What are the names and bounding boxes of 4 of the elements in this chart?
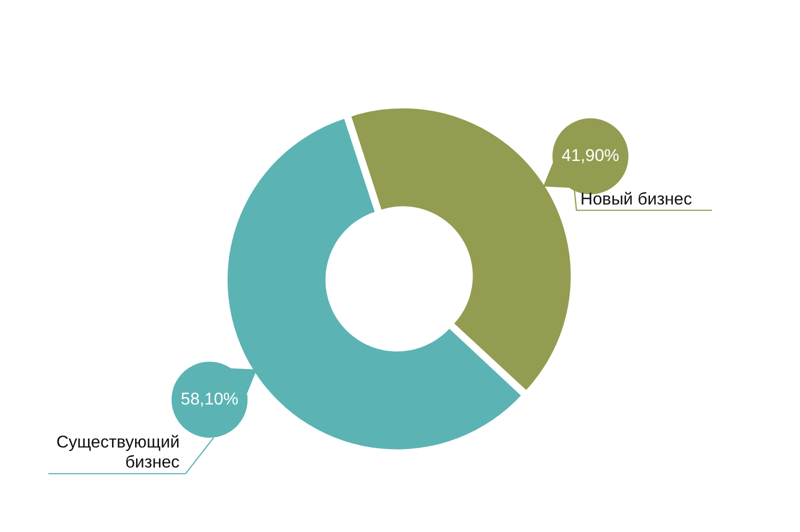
data-label: 41,90% <box>562 146 620 165</box>
data-label: 58,10% <box>180 389 238 408</box>
slice-label: Новый бизнес <box>580 189 693 208</box>
slice-label: Существующий бизнес <box>56 432 180 472</box>
